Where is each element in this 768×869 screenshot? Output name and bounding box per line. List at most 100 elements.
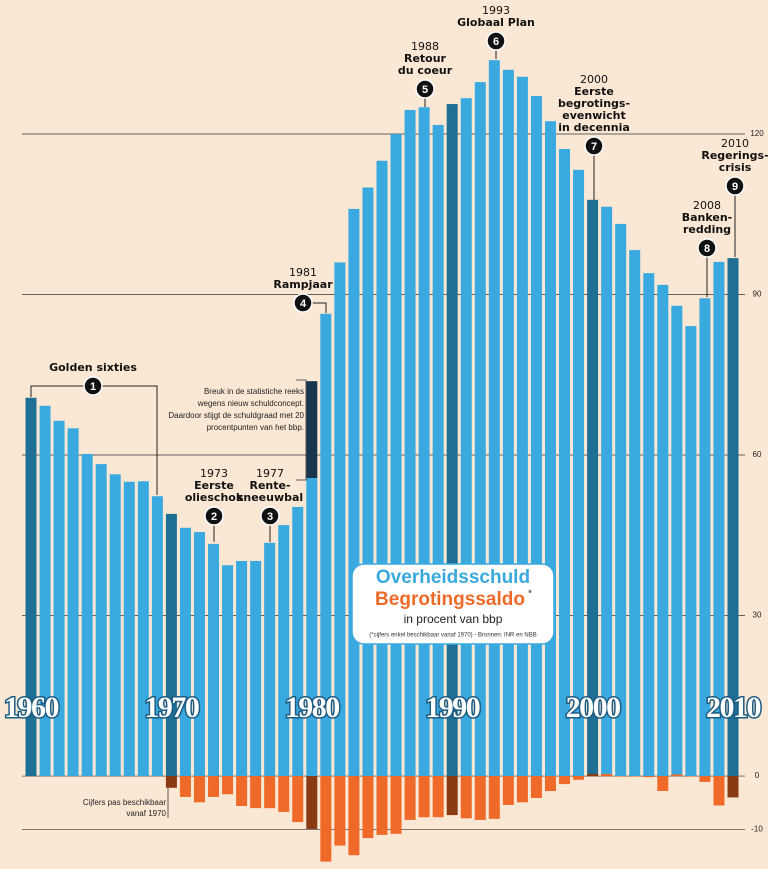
annotation-year: 2008 (693, 199, 721, 212)
annotation-title: redding (683, 223, 731, 236)
bar (587, 199, 599, 777)
bar (208, 776, 220, 797)
bar (530, 96, 542, 777)
annotation-number: 9 (732, 181, 738, 193)
annotation-title: Globaal Plan (457, 16, 535, 29)
bar (544, 776, 556, 792)
annotation-number: 4 (300, 298, 307, 310)
bar (432, 124, 444, 777)
bar (320, 313, 332, 777)
annotation-title: Golden sixties (49, 361, 137, 374)
annotation-badge (697, 238, 717, 258)
bar (362, 776, 374, 839)
bar (671, 774, 683, 777)
bar (278, 776, 290, 812)
bar (95, 464, 107, 777)
note: vanaf 1970 (126, 809, 166, 818)
bar (418, 107, 430, 777)
annotation-title: crisis (719, 161, 752, 174)
legend-footnote: (*cijfers enkel beschikbaar vanaf 1970) … (369, 633, 536, 639)
annotation-badge (486, 31, 506, 51)
bar (151, 496, 163, 777)
bar (179, 527, 191, 777)
bar (601, 773, 613, 777)
annotation-badge (293, 293, 313, 313)
bar (559, 148, 571, 777)
annotation-badge (204, 506, 224, 526)
bar (601, 206, 613, 777)
bar (713, 261, 725, 777)
bar (488, 776, 500, 819)
bar (109, 474, 121, 777)
annotation-year: 1981 (289, 266, 317, 279)
bar (573, 169, 585, 777)
bar (502, 776, 514, 805)
bar (193, 532, 205, 777)
y-tick-label: 0 (755, 771, 760, 780)
annotation-number: 6 (493, 36, 499, 48)
bar (474, 82, 486, 777)
bar (250, 560, 262, 777)
bar (530, 776, 542, 798)
note-bracket (296, 379, 307, 481)
x-tick-label: 1990 (425, 691, 480, 724)
annotation-title: Eerste (194, 479, 234, 492)
annotation-title: Banken- (682, 211, 733, 224)
bar (629, 250, 641, 777)
annotation-badge (725, 176, 745, 196)
bar (53, 420, 65, 777)
bar (404, 776, 416, 820)
annotation-badge (260, 506, 280, 526)
bar (222, 565, 234, 777)
bar (615, 223, 627, 777)
annotation-year: 2010 (721, 137, 749, 150)
bar (250, 776, 262, 809)
bar (390, 134, 402, 777)
annotation-title: sneeuwbal (237, 491, 303, 504)
bar (713, 776, 725, 806)
y-tick-label: 30 (753, 611, 762, 620)
bar (643, 273, 655, 777)
note: Cijfers pas beschikbaar (83, 798, 166, 807)
bar (390, 776, 402, 834)
annotation-number: 3 (267, 511, 273, 523)
bar (179, 776, 191, 797)
bar (671, 305, 683, 777)
bar (432, 776, 444, 818)
bar (137, 481, 149, 777)
annotation-number: 1 (90, 381, 96, 393)
annotation-badge (415, 79, 435, 99)
bar (264, 776, 276, 809)
annotation-number: 2 (211, 511, 217, 523)
bar (460, 98, 472, 777)
bar (629, 776, 641, 777)
annotation-number: 5 (422, 84, 428, 96)
bar (39, 405, 51, 777)
bar (474, 776, 486, 820)
bar (376, 776, 388, 835)
y-tick-label: -10 (751, 825, 763, 834)
bar (460, 776, 472, 819)
annotation-badge (83, 376, 103, 396)
bar (544, 121, 556, 777)
annotation-title: Regerings- (701, 149, 768, 162)
bar (727, 258, 739, 777)
bar (165, 513, 177, 777)
annotation-title: Retour (404, 52, 447, 65)
annotation-year: 1973 (200, 467, 228, 480)
y-tick-label: 120 (750, 129, 764, 138)
bar (67, 428, 79, 777)
bar (488, 60, 500, 777)
x-tick-label: 2000 (566, 691, 621, 724)
bar (292, 776, 304, 823)
bar (306, 478, 318, 777)
legend-marker: * (528, 589, 532, 600)
bar (587, 773, 599, 777)
annotation-title: olieschok (185, 491, 244, 504)
annotation-title: evenwicht (562, 109, 625, 122)
bar (685, 776, 697, 777)
annotation-title: Rampjaar (273, 278, 333, 291)
bar (559, 776, 571, 785)
annotation-year: 1977 (256, 467, 284, 480)
